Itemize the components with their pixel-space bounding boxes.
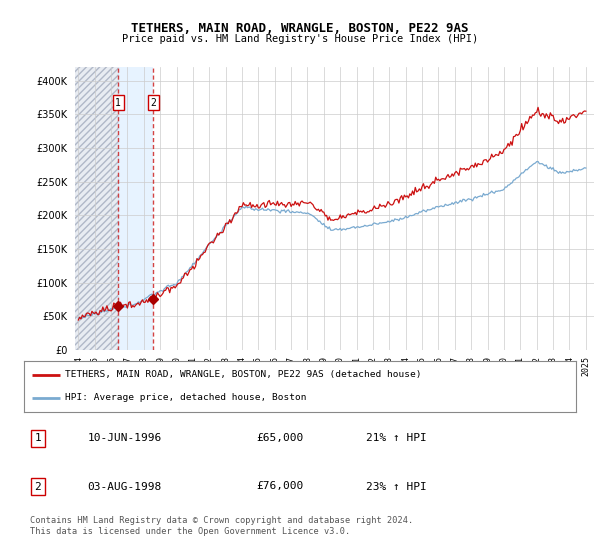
Text: 1: 1 (115, 97, 121, 108)
Bar (118, 67, 153, 350)
Text: 1: 1 (34, 433, 41, 444)
Text: TETHERS, MAIN ROAD, WRANGLE, BOSTON, PE22 9AS: TETHERS, MAIN ROAD, WRANGLE, BOSTON, PE2… (131, 21, 469, 35)
Text: TETHERS, MAIN ROAD, WRANGLE, BOSTON, PE22 9AS (detached house): TETHERS, MAIN ROAD, WRANGLE, BOSTON, PE2… (65, 370, 422, 379)
Text: 21% ↑ HPI: 21% ↑ HPI (366, 433, 427, 444)
Bar (75, 67, 118, 350)
Text: 2: 2 (34, 482, 41, 492)
Text: 03-AUG-1998: 03-AUG-1998 (88, 482, 162, 492)
Text: 10-JUN-1996: 10-JUN-1996 (88, 433, 162, 444)
Text: Contains HM Land Registry data © Crown copyright and database right 2024.
This d: Contains HM Land Registry data © Crown c… (30, 516, 413, 536)
Text: 2: 2 (151, 97, 156, 108)
Text: 23% ↑ HPI: 23% ↑ HPI (366, 482, 427, 492)
Text: Price paid vs. HM Land Registry's House Price Index (HPI): Price paid vs. HM Land Registry's House … (122, 34, 478, 44)
Text: £76,000: £76,000 (256, 482, 303, 492)
Text: HPI: Average price, detached house, Boston: HPI: Average price, detached house, Bost… (65, 394, 307, 403)
Text: £65,000: £65,000 (256, 433, 303, 444)
